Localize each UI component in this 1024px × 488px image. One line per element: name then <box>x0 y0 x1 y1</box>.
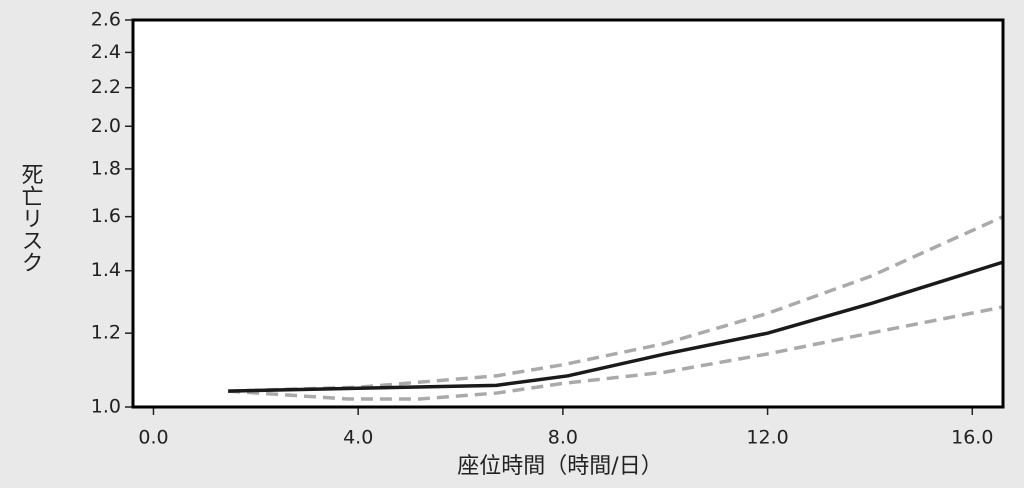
y-tick-label: 2.2 <box>91 76 121 98</box>
y-tick-label: 2.0 <box>91 115 121 137</box>
y-axis-label: 死亡リスク <box>18 163 44 273</box>
x-axis-label: 座位時間（時間/日） <box>457 454 662 479</box>
x-tick-label: 16.0 <box>951 427 993 449</box>
line <box>228 260 1004 393</box>
x-tick-label: 4.0 <box>343 427 373 449</box>
line <box>228 215 1004 393</box>
y-tick-label: 1.4 <box>91 259 121 281</box>
line <box>228 305 1004 401</box>
y-tick-label: 2.6 <box>91 9 121 31</box>
y-tick-label: 2.4 <box>91 41 121 63</box>
y-tick-label: 1.2 <box>91 322 121 344</box>
y-tick-label: 1.0 <box>91 396 121 418</box>
x-tick-label: 0.0 <box>138 427 168 449</box>
plot-area <box>133 20 1003 407</box>
y-tick-label: 1.6 <box>91 205 121 227</box>
y-tick-label: 1.8 <box>91 157 121 179</box>
x-tick-label: 8.0 <box>548 427 578 449</box>
x-tick-label: 12.0 <box>746 427 788 449</box>
plot-border <box>131 18 1005 409</box>
